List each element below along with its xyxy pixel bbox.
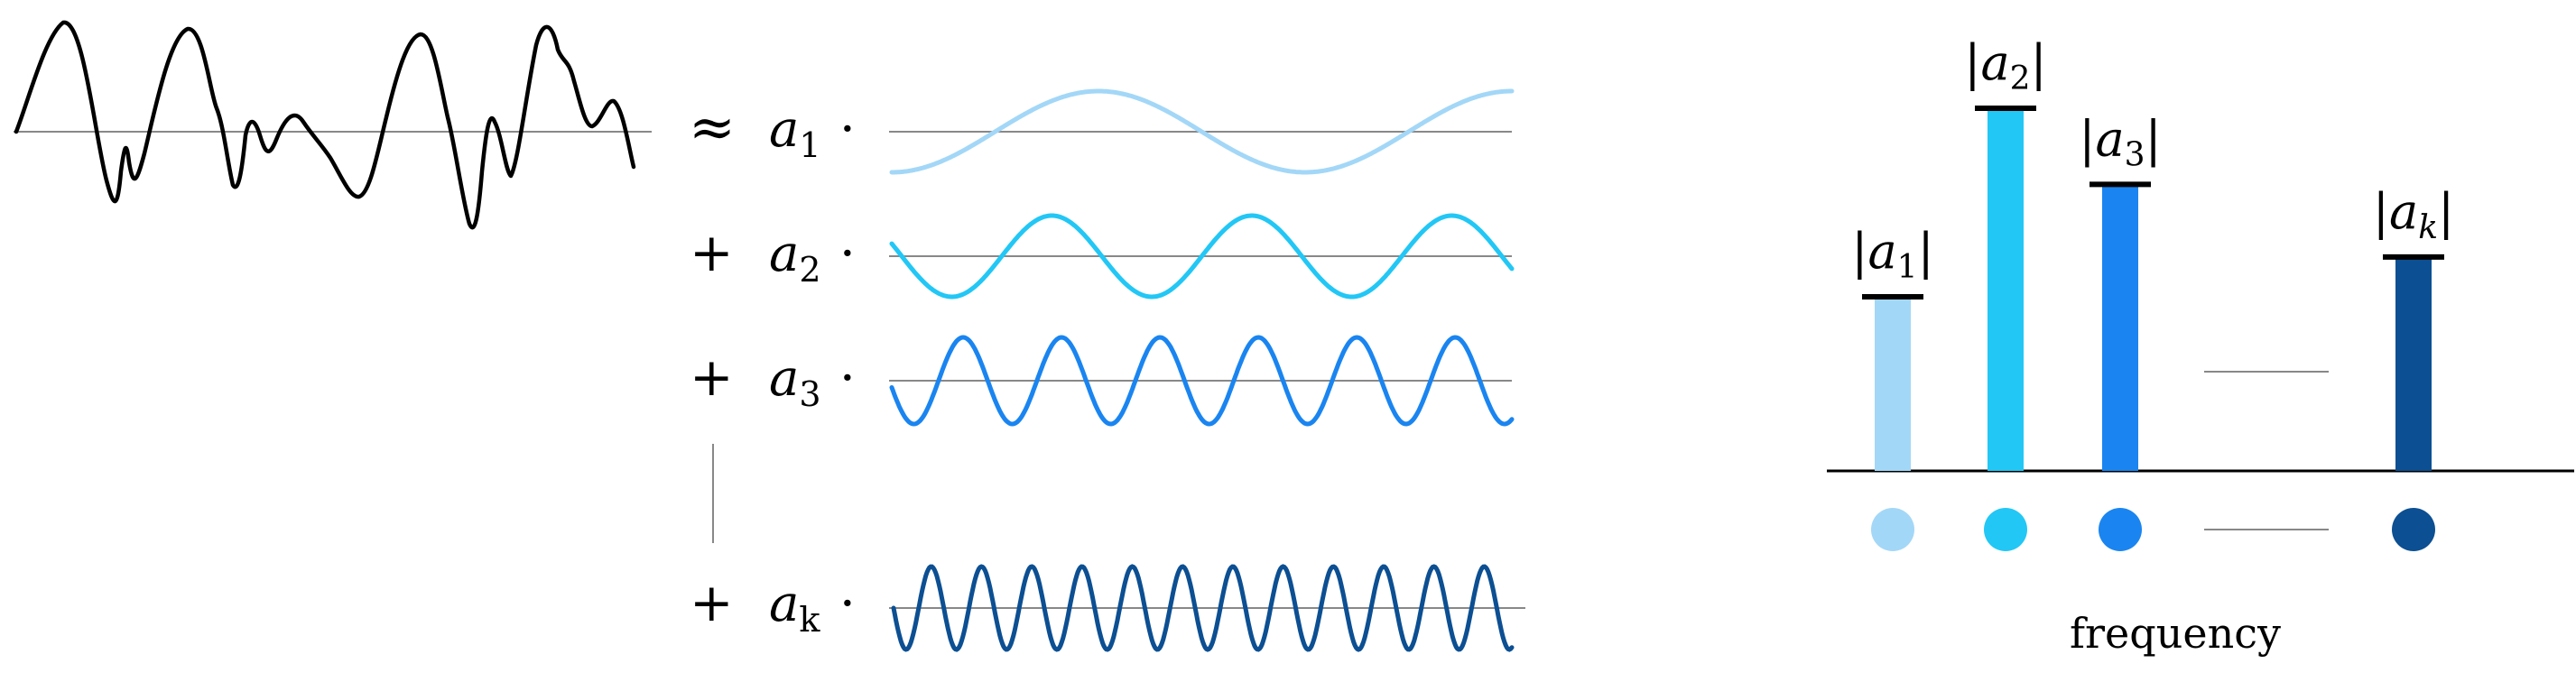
term-2-wave bbox=[889, 213, 1515, 300]
term-k-wave bbox=[891, 564, 1515, 652]
plus-symbol-2: + bbox=[690, 222, 734, 283]
term-2-coef: a2 bbox=[769, 225, 821, 290]
frequency-dot-4 bbox=[2392, 508, 2435, 551]
term-k-coef: ak bbox=[769, 575, 820, 640]
frequency-dot-2 bbox=[1984, 508, 2027, 551]
term-1-coef: a1 bbox=[769, 100, 821, 165]
term-3-dot: · bbox=[839, 349, 856, 408]
original-signal-curve bbox=[14, 20, 636, 230]
frequency-dot-1 bbox=[1871, 508, 1914, 551]
decomposition-panel: ≈ a1 · + a2 · + a3 · + ak · bbox=[689, 88, 1525, 652]
term-1-dot: · bbox=[839, 100, 856, 159]
term-k-dot: · bbox=[839, 575, 856, 633]
term-1-wave bbox=[889, 88, 1515, 175]
spectrum-bar-4 bbox=[2395, 256, 2432, 471]
plus-symbol-3: + bbox=[690, 346, 734, 408]
plus-symbol-k: + bbox=[690, 572, 734, 633]
term-2-dot: · bbox=[839, 225, 856, 283]
original-signal-panel bbox=[14, 20, 652, 230]
spectrum-bar-label-2: |a2| bbox=[1964, 34, 2047, 97]
spectrum-bar-3 bbox=[2102, 184, 2138, 472]
frequency-dot-3 bbox=[2099, 508, 2142, 551]
spectrum-chart: |a1| |a2| |a3| |ak| frequency bbox=[1827, 34, 2574, 658]
term-3-wave bbox=[889, 335, 1515, 427]
spectrum-bar-label-1: |a1| bbox=[1851, 223, 1934, 286]
spectrum-bar-2 bbox=[1988, 108, 2024, 471]
spectrum-bar-1 bbox=[1875, 297, 1911, 471]
x-axis-label: frequency bbox=[2070, 609, 2281, 658]
term-3-coef: a3 bbox=[769, 349, 821, 414]
spectrum-bar-label-3: |a3| bbox=[2079, 110, 2162, 173]
approx-symbol: ≈ bbox=[689, 94, 736, 160]
spectrum-bar-label-4: |ak| bbox=[2373, 183, 2454, 246]
